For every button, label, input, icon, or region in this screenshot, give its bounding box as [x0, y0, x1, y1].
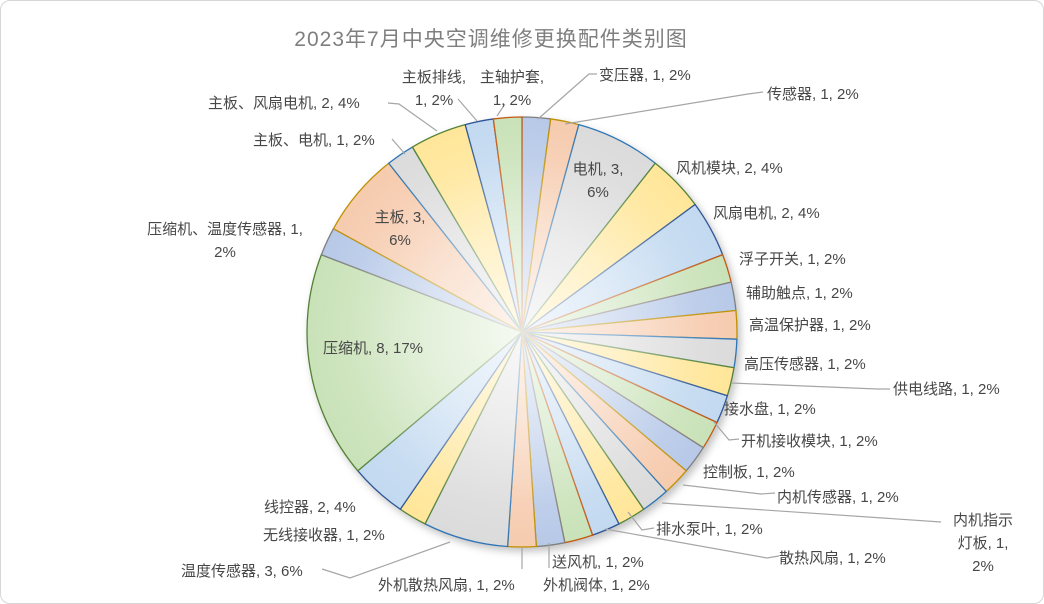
slice-label: 变压器, 1, 2% — [599, 64, 691, 87]
slice-label: 辅助触点, 1, 2% — [746, 282, 853, 305]
slice-label-line: 内机传感器, 1, 2% — [777, 489, 899, 506]
slice-label: 排水泵叶, 1, 2% — [656, 518, 763, 541]
slice-label-line: 高压传感器, 1, 2% — [744, 356, 866, 373]
slice-label-line: 传感器, 1, 2% — [767, 86, 859, 103]
slice-label-line: 控制板, 1, 2% — [703, 464, 795, 481]
slice-label-line: 主板排线, — [401, 69, 467, 86]
slice-label: 温度传感器, 3, 6% — [181, 560, 303, 583]
slice-label-line: 线控器, 2, 4% — [264, 499, 356, 516]
slice-label-line: 主板, 3, — [374, 209, 426, 226]
slice-label: 压缩机、温度传感器, 1, 2% — [147, 218, 303, 264]
slice-label-line: 开机接收模块, 1, 2% — [741, 433, 878, 450]
slice-label: 风扇电机, 2, 4% — [713, 202, 820, 225]
slice-label-line: 风机模块, 2, 4% — [676, 160, 783, 177]
slice-label: 高压传感器, 1, 2% — [744, 353, 866, 376]
slice-label-line: 6% — [587, 184, 609, 201]
slice-label-line: 主板、电机, 1, 2% — [253, 132, 375, 149]
slice-label: 外机阀体, 1, 2% — [543, 574, 650, 597]
slice-label: 无线接收器, 1, 2% — [263, 524, 385, 547]
leader-line — [604, 528, 780, 559]
slice-label-line: 无线接收器, 1, 2% — [263, 527, 385, 544]
slice-label-line: 外机散热风扇, 1, 2% — [378, 577, 515, 594]
leader-line — [564, 91, 764, 125]
leader-line — [713, 421, 740, 441]
slice-label-line: 送风机, 1, 2% — [552, 554, 644, 571]
slice-label-line: 2% — [214, 244, 236, 261]
slice-label-line: 供电线路, 1, 2% — [893, 381, 1000, 398]
slice-label: 主板、电机, 1, 2% — [253, 129, 375, 152]
slice-label-line: 散热风扇, 1, 2% — [779, 550, 886, 567]
slice-label-line: 压缩机, 8, 17% — [322, 340, 424, 357]
slice-label-line: 1, 2% — [492, 92, 532, 109]
slice-label-line: 6% — [389, 232, 411, 249]
slice-label: 接水盘, 1, 2% — [724, 398, 816, 421]
slice-label: 主板排线, 1, 2% — [402, 66, 466, 112]
slice-label-line: 电机, 3, — [572, 161, 624, 178]
slice-label-line: 接水盘, 1, 2% — [724, 401, 816, 418]
slice-label: 供电线路, 1, 2% — [893, 378, 1000, 401]
chart-title: 2023年7月中央空调维修更换配件类别图 — [294, 28, 688, 51]
slice-label: 主轴护套, 1, 2% — [480, 66, 544, 112]
slice-label: 风机模块, 2, 4% — [676, 157, 783, 180]
slice-label-line: 内机指示 — [952, 512, 1014, 529]
slice-label: 浮子开关, 1, 2% — [739, 248, 846, 271]
slice-label-line: 主轴护套, — [479, 69, 545, 86]
slice-label: 散热风扇, 1, 2% — [779, 547, 886, 570]
slice-label: 控制板, 1, 2% — [703, 461, 795, 484]
slice-label-line: 1, 2% — [414, 92, 454, 109]
slice-label-line: 风扇电机, 2, 4% — [713, 205, 820, 222]
slice-label: 内机传感器, 1, 2% — [777, 486, 899, 509]
slice-label-line: 压缩机、温度传感器, 1, — [147, 221, 303, 238]
slice-label-inside: 电机, 3, 6% — [573, 158, 624, 204]
slice-label: 高温保护器, 1, 2% — [749, 314, 871, 337]
slice-label: 传感器, 1, 2% — [767, 83, 859, 106]
slice-label-line: 高温保护器, 1, 2% — [749, 317, 871, 334]
leader-line — [496, 103, 506, 117]
leader-line — [537, 73, 597, 120]
slice-label-line: 外机阀体, 1, 2% — [543, 577, 650, 594]
slice-label-inside: 主板, 3, 6% — [375, 206, 426, 252]
slice-label-inside: 压缩机, 8, 17% — [323, 337, 423, 360]
slice-label-line: 辅助触点, 1, 2% — [746, 285, 853, 302]
leader-line — [321, 541, 451, 579]
slice-label: 开机接收模块, 1, 2% — [741, 430, 878, 453]
leader-line — [682, 484, 776, 495]
leader-line — [457, 98, 478, 122]
slice-label-line: 浮子开关, 1, 2% — [739, 251, 846, 268]
leader-line — [627, 511, 655, 531]
slice-label-line: 灯板, 1, — [957, 535, 1009, 552]
slice-label: 线控器, 2, 4% — [264, 496, 356, 519]
leader-line — [391, 138, 406, 155]
leader-lines — [321, 73, 942, 579]
slice-label: 主板、风扇电机, 2, 4% — [208, 92, 360, 115]
pie-slices[interactable] — [306, 116, 738, 548]
slice-label: 内机指示灯板, 1, 2% — [953, 509, 1013, 578]
leader-line — [387, 102, 438, 132]
leader-line — [661, 502, 942, 523]
slice-label-line: 变压器, 1, 2% — [599, 67, 691, 84]
slice-label-line: 温度传感器, 3, 6% — [181, 563, 303, 580]
slice-label-line: 主板、风扇电机, 2, 4% — [208, 95, 360, 112]
leader-line — [730, 382, 890, 390]
slice-label: 送风机, 1, 2% — [552, 551, 644, 574]
slice-label: 外机散热风扇, 1, 2% — [378, 574, 515, 597]
slice-label-line: 2% — [972, 558, 994, 575]
slice-label-line: 排水泵叶, 1, 2% — [656, 521, 763, 538]
